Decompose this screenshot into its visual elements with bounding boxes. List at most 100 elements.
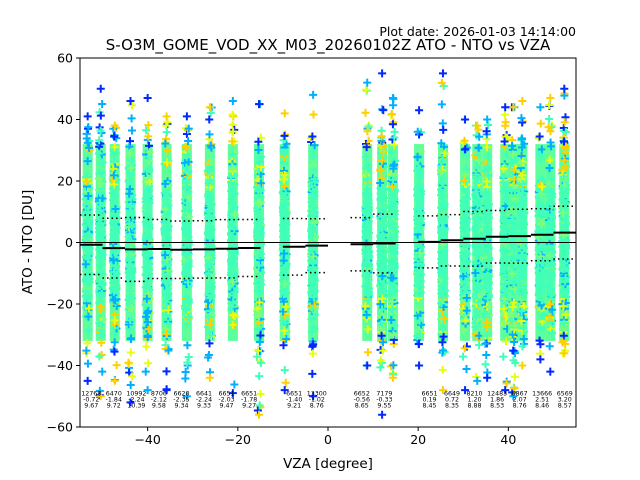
scatter-point [460,344,469,353]
scatter-point [143,173,152,182]
bin-count-label: 13300 [307,391,327,398]
scatter-point [361,108,370,117]
scatter-point [361,282,370,291]
scatter-point [307,133,316,142]
scatter-point [363,361,372,370]
bin-std-label: 8.88 [468,403,482,410]
scatter-point [308,263,317,272]
scatter-point [228,150,237,159]
scatter-point [309,90,318,99]
scatter-point [257,133,266,142]
scatter-point [309,270,318,279]
scatter-point [558,338,567,347]
scatter-point [481,309,490,318]
scatter-point [184,187,193,196]
scatter-point [561,142,570,151]
bin-count-label: 6569 [557,391,573,398]
scatter-point [82,346,91,355]
scatter-point [96,303,105,312]
scatter-point [473,150,482,159]
scatter-point [536,252,545,261]
scatter-point [482,351,491,360]
scatter-point [96,219,105,228]
scatter-point [509,356,518,365]
scatter-point [253,406,262,415]
scatter-point [127,164,136,173]
scatter-point [545,312,554,321]
scatter-point [112,224,121,233]
bin-stat: 8706-2.129.58 [151,391,167,410]
scatter-point [363,78,372,87]
scatter-point [161,217,170,226]
scatter-point [205,206,214,215]
scatter-point [308,186,317,195]
scatter-point [280,148,289,157]
scatter-point [184,298,193,307]
scatter-point [387,289,396,298]
scatter-point [279,297,288,306]
scatter-point [475,341,484,350]
scatter-point [364,246,373,255]
scatter-point [205,373,214,382]
scatter-point [112,281,121,290]
scatter-point [437,214,446,223]
scatter-point [484,152,493,161]
scatter-point [95,352,104,361]
scatter-point [499,319,508,328]
scatter-point [417,242,426,251]
scatter-point [473,376,482,385]
scatter-column [160,112,173,395]
scatter-point [184,353,193,362]
scatter-point [230,249,239,258]
scatter-point [362,245,371,254]
scatter-point [83,339,92,348]
bin-std-label: 8.76 [310,403,324,410]
x-tick-label: 0 [324,432,332,447]
scatter-point [378,69,387,78]
scatter-point [438,325,447,334]
scatter-point [111,217,120,226]
scatter-point [309,110,318,119]
scatter-point [561,310,570,319]
scatter-point [517,134,526,143]
scatter-point [562,199,571,208]
scatter-point [279,341,288,350]
scatter-point [473,121,482,130]
scatter-point [279,256,288,265]
scatter-column [534,103,547,364]
scatter-point [253,209,262,218]
bin-count-label: 8210 [467,391,483,398]
scatter-point [546,300,555,309]
scatter-point [110,180,119,189]
scatter-point [517,253,526,262]
scatter-point [437,178,446,187]
scatter-point [547,318,556,327]
scatter-point [537,145,546,154]
bin-stat: 6651-1.409.21 [286,391,302,410]
scatter-point [461,145,470,154]
scatter-point [482,127,491,136]
scatter-point [559,331,568,340]
x-axis-label: VZA [degree] [283,456,373,472]
scatter-point [518,97,527,106]
scatter-point [97,289,106,298]
scatter-point [536,323,545,332]
scatter-point [546,367,555,376]
bin-mean-label: -1.40 [286,397,302,404]
scatter-point [162,386,171,395]
statistic-lines [80,205,576,283]
scatter-point [387,233,396,242]
scatter-point [254,145,263,154]
scatter-point [508,204,517,213]
scatter-point [204,189,213,198]
scatter-point [413,153,422,162]
scatter-point [309,252,318,261]
scatter-point [361,302,370,311]
scatter-point [519,266,528,275]
scatter-point [389,361,398,370]
scatter-point [378,410,387,419]
scatter-point [228,389,237,398]
bin-count-label: 6652 [354,391,370,398]
scatter-point [229,310,238,319]
